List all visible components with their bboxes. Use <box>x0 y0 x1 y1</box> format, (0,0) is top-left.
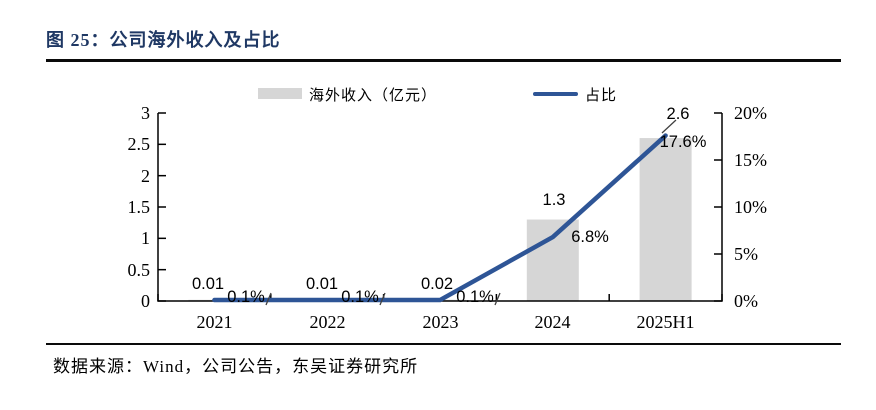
y-left-tick-label: 2 <box>141 166 150 186</box>
y-left-tick-label: 0 <box>141 291 150 311</box>
legend-bar-swatch <box>258 88 302 99</box>
y-left-tick-label: 0.5 <box>127 260 151 280</box>
bar-value-label: 0.01 <box>305 275 339 293</box>
bar-value-label: 2.6 <box>666 105 690 123</box>
line-value-label: 0.1% <box>227 288 265 306</box>
line-value-label: 0.1% <box>456 288 494 306</box>
y-right-tick-label: 15% <box>734 150 767 170</box>
title-divider-rule <box>46 59 841 62</box>
bar-value-label: 0.02 <box>420 275 454 293</box>
x-tick-label: 2022 <box>309 312 346 332</box>
footer-divider-rule <box>46 343 841 345</box>
legend-bar-label: 海外收入（亿元） <box>309 88 438 104</box>
figure-title: 图 25：公司海外收入及占比 <box>46 30 281 50</box>
y-right-tick-label: 20% <box>734 103 767 123</box>
y-left-tick-label: 1 <box>141 228 150 248</box>
line-value-label: 17.6% <box>659 133 707 151</box>
legend-line-swatch <box>533 92 578 96</box>
legend-line-label: 占比 <box>585 88 618 104</box>
x-tick-label: 2024 <box>534 312 571 332</box>
y-left-tick-label: 1.5 <box>127 197 151 217</box>
x-tick-label: 2021 <box>196 312 233 332</box>
y-right-tick-label: 10% <box>734 197 767 217</box>
bar-value-label: 1.3 <box>542 191 566 209</box>
y-right-tick-label: 0% <box>734 291 758 311</box>
bar-value-label: 0.01 <box>191 275 225 293</box>
x-tick-label: 2023 <box>422 312 459 332</box>
x-tick-label: 2025H1 <box>636 312 695 332</box>
line-value-label: 6.8% <box>571 228 609 246</box>
line-value-label: 0.1% <box>341 288 379 306</box>
source-note: 数据来源：Wind，公司公告，东吴证券研究所 <box>53 357 419 376</box>
y-left-tick-label: 3 <box>141 103 150 123</box>
y-right-tick-label: 5% <box>734 244 758 264</box>
y-left-tick-label: 2.5 <box>127 134 151 154</box>
